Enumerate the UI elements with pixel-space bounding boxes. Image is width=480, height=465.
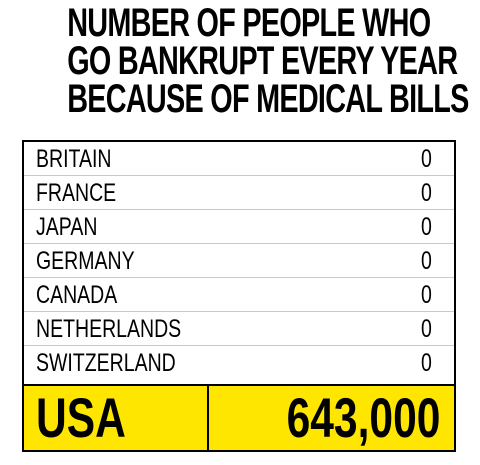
value-label: 0: [421, 349, 432, 377]
country-label: NETHERLANDS: [36, 315, 182, 343]
bankruptcy-table: BRITAIN 0 FRANCE 0 JAPAN 0 GERMANY 0 CAN…: [22, 140, 456, 452]
chart-title: NUMBER OF PEOPLE WHO GO BANKRUPT EVERY Y…: [0, 1, 480, 121]
country-label: CANADA: [36, 281, 118, 309]
country-label: FRANCE: [36, 179, 117, 207]
table-row: NETHERLANDS 0: [24, 312, 454, 346]
title-line: GO BANKRUPT EVERY YEAR: [67, 39, 458, 83]
value-label: 0: [421, 145, 432, 173]
highlight-country-label: USA: [36, 386, 126, 449]
highlight-row: USA 643,000: [24, 386, 454, 450]
table-row: FRANCE 0: [24, 176, 454, 210]
title-line: NUMBER OF PEOPLE WHO: [67, 1, 431, 45]
value-label: 0: [421, 281, 432, 309]
table-row: GERMANY 0: [24, 244, 454, 278]
value-label: 0: [421, 179, 432, 207]
title-line: BECAUSE OF MEDICAL BILLS: [67, 77, 469, 121]
highlight-divider: [207, 386, 209, 450]
value-label: 0: [421, 213, 432, 241]
country-label: SWITZERLAND: [36, 349, 176, 377]
highlight-value-label: 643,000: [286, 386, 440, 449]
table-row: CANADA 0: [24, 278, 454, 312]
country-label: GERMANY: [36, 247, 135, 275]
country-label: BRITAIN: [36, 145, 112, 173]
table-row: JAPAN 0: [24, 210, 454, 244]
value-label: 0: [421, 315, 432, 343]
table-row: SWITZERLAND 0: [24, 346, 454, 386]
value-label: 0: [421, 247, 432, 275]
country-label: JAPAN: [36, 213, 98, 241]
table-row: BRITAIN 0: [24, 142, 454, 176]
